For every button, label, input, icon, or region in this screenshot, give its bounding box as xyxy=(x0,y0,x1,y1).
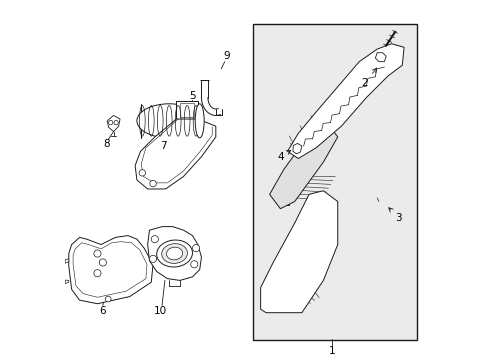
Polygon shape xyxy=(147,226,201,280)
Polygon shape xyxy=(65,280,69,284)
Polygon shape xyxy=(269,123,337,209)
Polygon shape xyxy=(176,101,198,119)
Polygon shape xyxy=(65,259,69,263)
Circle shape xyxy=(139,170,145,176)
Circle shape xyxy=(151,235,158,243)
Polygon shape xyxy=(287,44,403,158)
Text: 3: 3 xyxy=(388,208,401,222)
Text: 6: 6 xyxy=(100,306,106,316)
Circle shape xyxy=(108,121,113,125)
Ellipse shape xyxy=(166,247,182,260)
Polygon shape xyxy=(69,235,153,304)
Polygon shape xyxy=(135,119,215,189)
Polygon shape xyxy=(292,143,301,154)
Polygon shape xyxy=(107,116,120,132)
Polygon shape xyxy=(375,53,386,62)
Circle shape xyxy=(99,259,106,266)
Ellipse shape xyxy=(156,240,192,267)
Ellipse shape xyxy=(137,104,201,138)
Ellipse shape xyxy=(195,104,203,138)
Text: 10: 10 xyxy=(153,306,166,316)
FancyBboxPatch shape xyxy=(253,24,416,339)
Circle shape xyxy=(190,261,198,268)
Ellipse shape xyxy=(162,244,187,264)
Circle shape xyxy=(105,296,111,302)
Text: 5: 5 xyxy=(189,91,195,101)
Circle shape xyxy=(149,255,156,262)
Polygon shape xyxy=(260,191,337,313)
Circle shape xyxy=(149,180,156,187)
Circle shape xyxy=(192,244,199,252)
Circle shape xyxy=(94,270,101,277)
Text: 8: 8 xyxy=(103,139,109,149)
Circle shape xyxy=(94,250,101,257)
Text: 2: 2 xyxy=(361,68,376,88)
Text: 7: 7 xyxy=(160,141,167,151)
Text: 4: 4 xyxy=(277,150,290,162)
Circle shape xyxy=(114,121,118,125)
Text: 1: 1 xyxy=(328,346,335,356)
Text: 9: 9 xyxy=(223,51,229,61)
